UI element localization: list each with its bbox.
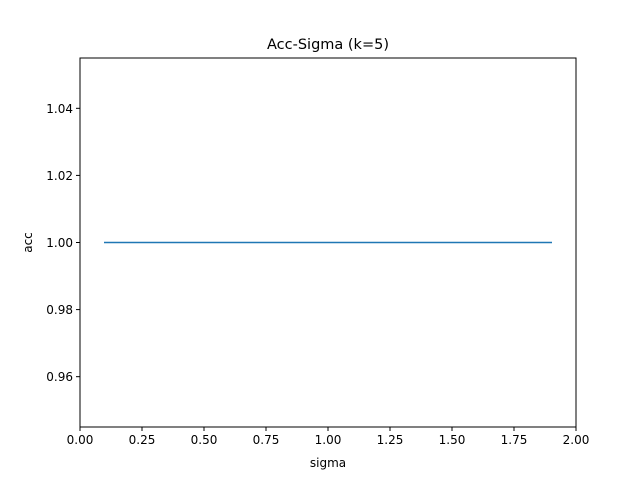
y-tick-label: 0.98	[46, 303, 73, 317]
x-tick-label: 0.50	[191, 433, 218, 447]
x-tick-label: 1.25	[377, 433, 404, 447]
chart-title: Acc-Sigma (k=5)	[267, 37, 389, 53]
y-tick-label: 1.02	[46, 169, 73, 183]
x-tick-label: 0.25	[129, 433, 156, 447]
axes-frame	[79, 57, 577, 428]
y-axis-ticks: 0.96 0.98 1.00 1.02 1.04	[46, 102, 80, 384]
x-tick-label: 1.50	[439, 433, 466, 447]
x-tick-label: 0.00	[67, 433, 94, 447]
x-tick-label: 1.75	[501, 433, 528, 447]
x-axis-ticks: 0.00 0.25 0.50 0.75 1.00 1.25 1.50 1.75 2.00	[67, 427, 590, 447]
y-tick-label: 1.04	[46, 102, 73, 116]
x-axis-label: sigma	[310, 456, 346, 470]
x-tick-label: 1.00	[315, 433, 342, 447]
x-tick-label: 0.75	[253, 433, 280, 447]
y-tick-label: 1.00	[46, 236, 73, 250]
x-tick-label: 2.00	[563, 433, 590, 447]
y-tick-label: 0.96	[46, 370, 73, 384]
y-axis-label: acc	[21, 232, 35, 253]
